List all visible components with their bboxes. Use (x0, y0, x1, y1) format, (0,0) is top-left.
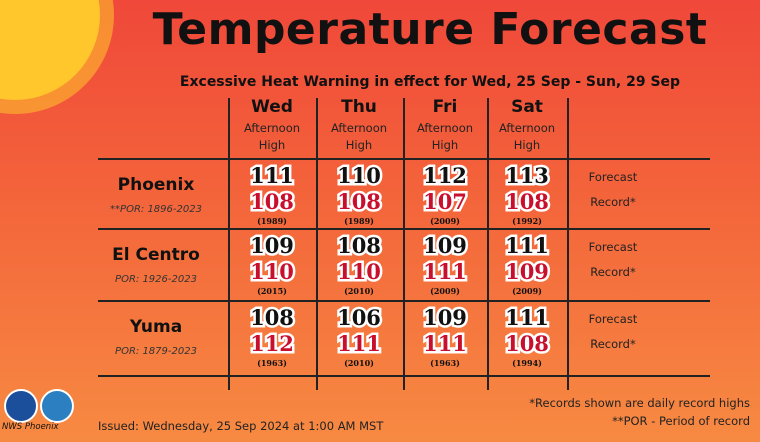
row-label: Record* (590, 337, 636, 351)
city-name: El Centro (112, 245, 200, 265)
issued-time: Issued: Wednesday, 25 Sep 2024 at 1:00 A… (98, 419, 384, 433)
row-label: Forecast (588, 170, 638, 184)
row-label: Record* (590, 265, 636, 279)
row-label: Record* (590, 195, 636, 209)
footnote: *Records shown are daily record highs (529, 396, 750, 410)
forecast-value: 110 (335, 161, 384, 191)
record-value: 111 (421, 257, 470, 287)
row-label: Forecast (588, 312, 638, 326)
grid-line (567, 98, 569, 390)
record-value: 111 (335, 329, 384, 359)
column-label: Afternoon High (330, 121, 388, 152)
column-day: Fri (432, 97, 458, 117)
title: Temperature Forecast (152, 4, 708, 55)
nws-logo (4, 389, 38, 423)
period-of-record: POR: 1926-2023 (115, 274, 197, 285)
record-year: (1989) (257, 216, 287, 226)
record-year: (2009) (430, 286, 460, 296)
record-year: (1963) (257, 358, 287, 368)
record-value: 108 (503, 329, 552, 359)
column-day: Sat (511, 97, 543, 117)
forecast-value: 106 (335, 303, 384, 333)
record-value: 108 (503, 187, 552, 217)
noaa-logo (40, 389, 74, 423)
forecast-value: 109 (248, 231, 297, 261)
record-year: (1992) (512, 216, 542, 226)
city-name: Yuma (129, 317, 183, 337)
logo-text: NWS Phoenix (2, 422, 59, 432)
column-label: Afternoon High (416, 121, 474, 152)
forecast-value: 112 (421, 161, 470, 191)
column-day: Wed (251, 97, 293, 117)
subtitle: Excessive Heat Warning in effect for Wed… (179, 74, 681, 90)
city-name: Phoenix (117, 175, 195, 195)
record-year: (2015) (257, 286, 287, 296)
forecast-value: 111 (503, 231, 552, 261)
forecast-value: 113 (503, 161, 552, 191)
record-year: (1994) (512, 358, 542, 368)
forecast-value: 108 (248, 303, 297, 333)
grid-line (228, 98, 230, 390)
grid-line (487, 98, 489, 390)
record-value: 110 (335, 257, 384, 287)
record-value: 108 (335, 187, 384, 217)
record-value: 111 (421, 329, 470, 359)
row-label: Forecast (588, 240, 638, 254)
record-value: 108 (248, 187, 297, 217)
record-year: (2009) (512, 286, 542, 296)
grid-line (316, 98, 318, 390)
record-value: 109 (503, 257, 552, 287)
record-year: (2010) (344, 358, 374, 368)
forecast-value: 111 (248, 161, 297, 191)
forecast-value: 108 (335, 231, 384, 261)
forecast-value: 109 (421, 231, 470, 261)
record-year: (2010) (344, 286, 374, 296)
logo: NWS Phoenix (2, 387, 74, 437)
record-year: (1989) (344, 216, 374, 226)
record-year: (2009) (430, 216, 460, 226)
sun-graphic (0, 0, 100, 100)
grid-line (403, 98, 405, 390)
column-day: Thu (341, 97, 377, 117)
record-year: (1963) (430, 358, 460, 368)
forecast-value: 109 (421, 303, 470, 333)
forecast-value: 111 (503, 303, 552, 333)
record-value: 107 (421, 187, 470, 217)
record-value: 112 (248, 329, 297, 359)
column-label: Afternoon High (498, 121, 556, 152)
record-value: 110 (248, 257, 297, 287)
footnote: **POR - Period of record (612, 414, 750, 428)
period-of-record: **POR: 1896-2023 (110, 204, 202, 215)
period-of-record: POR: 1879-2023 (115, 346, 197, 357)
column-label: Afternoon High (243, 121, 301, 152)
